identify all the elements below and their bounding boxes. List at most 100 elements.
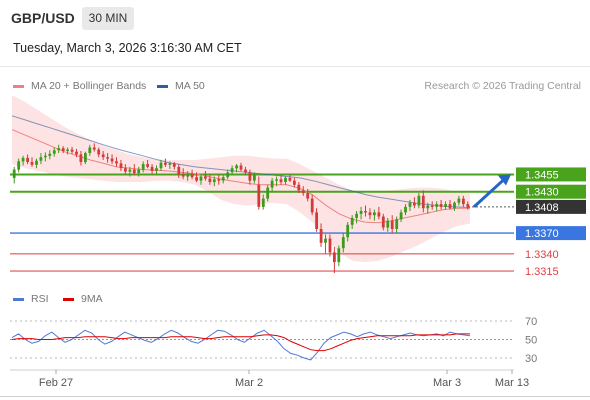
candle-body bbox=[137, 169, 141, 174]
x-tick-label: Mar 2 bbox=[235, 377, 263, 389]
candle-body bbox=[172, 163, 176, 167]
candle-body bbox=[230, 168, 234, 173]
candle-body bbox=[368, 212, 372, 216]
candle-body bbox=[279, 179, 283, 183]
candle-body bbox=[190, 173, 194, 178]
candle-body bbox=[92, 147, 96, 150]
candle-body bbox=[132, 169, 136, 174]
rsi-swatch bbox=[13, 297, 24, 301]
candle-body bbox=[39, 157, 43, 161]
symbol-title: GBP/USD bbox=[11, 10, 75, 26]
timeframe-button[interactable]: 30 MIN bbox=[82, 7, 134, 30]
candle-body bbox=[35, 160, 38, 165]
candle-body bbox=[88, 147, 92, 153]
candle-body bbox=[337, 248, 341, 263]
candle-body bbox=[164, 162, 167, 165]
price-label-text: 1.3455 bbox=[525, 169, 559, 181]
price-label-1-3315: 1.3315 bbox=[525, 266, 559, 278]
candle-body bbox=[453, 202, 456, 209]
candle-body bbox=[168, 163, 172, 165]
price-label-1-3370: 1.3370 bbox=[516, 226, 586, 241]
chart-header: GBP/USD 30 MIN bbox=[0, 0, 590, 36]
candle-body bbox=[52, 150, 56, 154]
price-label-text: 1.3370 bbox=[525, 228, 559, 240]
rsi-tick-30: 30 bbox=[525, 353, 537, 365]
candle-body bbox=[444, 204, 447, 207]
candle-body bbox=[101, 154, 105, 158]
candle-body bbox=[457, 198, 461, 203]
ma20-label: MA 20 + Bollinger Bands bbox=[31, 80, 147, 92]
ma50-line bbox=[11, 115, 471, 209]
bollinger-band bbox=[12, 95, 470, 263]
candle-body bbox=[115, 161, 118, 164]
candle-body bbox=[44, 155, 47, 158]
candle-body bbox=[221, 177, 225, 181]
candle-body bbox=[239, 165, 243, 170]
rsi-tick-70: 70 bbox=[525, 316, 537, 328]
candle-body bbox=[413, 202, 416, 206]
candle-body bbox=[319, 229, 323, 243]
candle-body bbox=[159, 162, 163, 169]
x-tick-label: Mar 13 bbox=[495, 377, 529, 389]
candle-body bbox=[141, 164, 145, 170]
candle-body bbox=[177, 166, 181, 175]
candle-body bbox=[346, 224, 350, 238]
legend-ma50: MA 50 bbox=[157, 80, 205, 92]
candle-body bbox=[381, 216, 385, 228]
ma20-line bbox=[11, 129, 470, 224]
candle-body bbox=[350, 217, 354, 225]
candle-body bbox=[226, 172, 230, 178]
candle-body bbox=[217, 179, 221, 181]
candle-body bbox=[306, 193, 310, 199]
candle-body bbox=[79, 154, 83, 162]
forecast-arrow-shaft bbox=[472, 178, 506, 208]
candle-body bbox=[275, 179, 278, 181]
candle-body bbox=[399, 212, 403, 220]
x-tick-label: Feb 27 bbox=[39, 377, 73, 389]
candle-body bbox=[297, 184, 301, 191]
ma9-label: 9MA bbox=[81, 293, 103, 305]
candle-body bbox=[146, 164, 149, 167]
price-label-box bbox=[516, 226, 586, 241]
price-label-1-3408: 1.3408 bbox=[516, 199, 586, 214]
candle-body bbox=[97, 149, 101, 155]
candle-body bbox=[417, 195, 421, 206]
candle-body bbox=[195, 177, 198, 181]
price-label-1-3430: 1.3430 bbox=[516, 184, 586, 199]
candle-body bbox=[293, 180, 296, 185]
candle-body bbox=[12, 169, 16, 178]
candle-body bbox=[30, 162, 34, 165]
candle-body bbox=[124, 168, 127, 172]
price-label-1-3455: 1.3455 bbox=[516, 167, 586, 182]
candle-body bbox=[404, 206, 407, 213]
candle-body bbox=[212, 179, 216, 183]
candle-body bbox=[355, 213, 358, 218]
candle-body bbox=[21, 157, 25, 162]
candle-body bbox=[341, 237, 345, 249]
candle-body bbox=[181, 174, 185, 177]
candle-body bbox=[448, 204, 452, 209]
rsi-9ma-line bbox=[11, 333, 470, 352]
candle-body bbox=[150, 166, 154, 171]
candle-body bbox=[266, 187, 270, 199]
candle-body bbox=[57, 148, 61, 151]
header-divider bbox=[0, 66, 590, 67]
candle-body bbox=[204, 176, 207, 179]
candle-body bbox=[48, 153, 52, 156]
candle-body bbox=[253, 175, 256, 181]
candle-body bbox=[315, 212, 318, 229]
price-label-1-3340: 1.3340 bbox=[525, 249, 559, 261]
candle-body bbox=[462, 198, 465, 205]
candle-body bbox=[359, 211, 363, 214]
ma9-swatch bbox=[63, 297, 74, 301]
candle-body bbox=[288, 177, 292, 181]
candle-body bbox=[110, 158, 114, 162]
candle-body bbox=[377, 212, 381, 217]
candle-body bbox=[310, 198, 314, 213]
rsi-label: RSI bbox=[31, 293, 49, 305]
ma20-swatch bbox=[13, 84, 24, 88]
candle-body bbox=[421, 195, 425, 209]
candle-body bbox=[17, 161, 21, 170]
candle-body bbox=[430, 205, 434, 207]
